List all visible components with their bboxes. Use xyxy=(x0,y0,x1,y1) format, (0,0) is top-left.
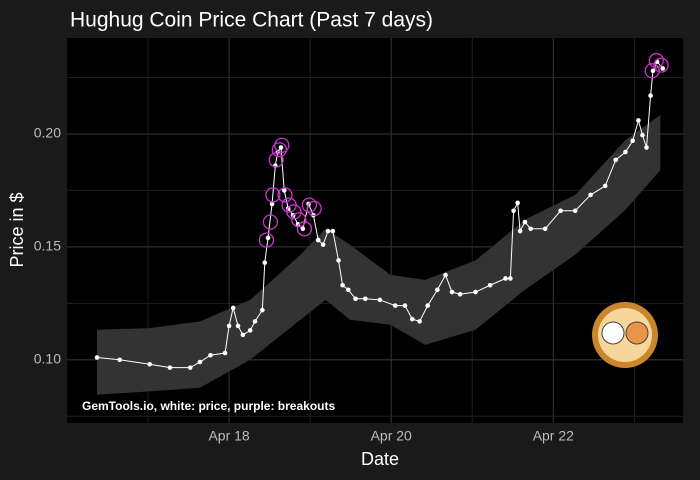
price-point xyxy=(623,149,628,155)
price-point xyxy=(278,145,284,150)
price-point xyxy=(508,276,513,281)
price-point xyxy=(226,323,232,329)
price-point xyxy=(487,282,493,288)
price-point xyxy=(644,145,649,150)
price-point xyxy=(613,157,619,163)
annotation: GemTools.io, white: price, purple: break… xyxy=(82,399,335,413)
price-point xyxy=(235,323,241,329)
price-point xyxy=(457,291,463,297)
price-point xyxy=(187,365,193,370)
price-point xyxy=(528,226,533,232)
price-point xyxy=(320,242,326,247)
price-point xyxy=(425,303,430,308)
price-point xyxy=(240,332,246,338)
price-point xyxy=(630,138,636,144)
price-point xyxy=(402,303,408,308)
price-point xyxy=(94,355,100,360)
price-point xyxy=(473,289,478,295)
price-point xyxy=(602,183,608,189)
x-tick-label: Apr 18 xyxy=(208,428,249,444)
breakout-marker xyxy=(644,63,660,79)
x-tick-label: Apr 22 xyxy=(533,428,574,444)
price-point xyxy=(325,228,331,234)
price-point xyxy=(315,237,321,243)
price-point xyxy=(409,316,415,322)
price-point xyxy=(222,350,228,356)
price-point xyxy=(300,226,306,232)
breakout-marker xyxy=(291,212,307,228)
breakout-marker xyxy=(653,57,669,73)
price-point xyxy=(558,208,563,214)
breakout-marker xyxy=(296,221,313,237)
price-point xyxy=(648,93,653,98)
y-tick-label: 0.15 xyxy=(34,238,61,254)
price-point xyxy=(197,359,203,365)
y-tick-label: 0.20 xyxy=(34,125,61,141)
y-axis-title: Price in $ xyxy=(7,192,27,267)
y-tick-label: 0.10 xyxy=(34,350,61,366)
price-point xyxy=(208,352,213,358)
price-point xyxy=(230,305,236,311)
breakout-marker xyxy=(265,187,281,203)
price-point xyxy=(167,365,173,370)
price-point xyxy=(449,289,455,295)
price-point xyxy=(572,208,578,214)
price-point xyxy=(117,357,122,363)
logo xyxy=(592,302,658,368)
price-point xyxy=(522,219,528,225)
price-point xyxy=(503,276,508,281)
price-point xyxy=(636,118,641,123)
breakout-marker xyxy=(277,187,293,203)
x-tick-label: Apr 20 xyxy=(371,428,412,444)
price-point xyxy=(417,319,422,324)
price-point xyxy=(377,297,383,303)
price-point xyxy=(340,282,345,288)
price-point xyxy=(362,296,368,302)
breakout-marker xyxy=(301,197,317,213)
breakout-marker xyxy=(258,232,275,248)
price-point xyxy=(336,258,341,263)
logo-cat xyxy=(601,321,625,345)
breakout-marker xyxy=(274,137,290,153)
price-point xyxy=(542,226,548,232)
price-point xyxy=(265,235,271,241)
breakout-marker xyxy=(306,200,322,217)
chart-title: Hughug Coin Price Chart (Past 7 days) xyxy=(70,9,433,32)
price-point xyxy=(247,328,253,333)
price-point xyxy=(147,361,152,367)
price-point xyxy=(281,188,287,193)
price-point xyxy=(353,296,358,302)
price-point xyxy=(252,319,258,324)
price-point xyxy=(392,303,398,308)
price-point xyxy=(443,272,448,278)
logo-cat xyxy=(625,321,649,345)
price-point xyxy=(262,260,268,265)
breakout-marker xyxy=(648,52,664,69)
price-point xyxy=(269,201,275,207)
breakout-marker xyxy=(286,204,302,220)
breakout-marker xyxy=(262,214,279,230)
price-point xyxy=(295,221,301,227)
price-point xyxy=(517,228,523,234)
price-point xyxy=(640,132,645,138)
x-axis-title: Date xyxy=(361,449,399,469)
breakout-marker xyxy=(268,152,284,168)
price-point xyxy=(511,208,516,214)
price-point xyxy=(260,307,265,313)
price-point xyxy=(650,68,656,74)
price-point xyxy=(330,228,336,234)
price-point xyxy=(345,287,351,293)
price-point xyxy=(660,66,666,71)
logo-face xyxy=(598,308,652,362)
price-point xyxy=(515,200,520,206)
price-point xyxy=(435,287,440,293)
price-point xyxy=(588,192,593,198)
